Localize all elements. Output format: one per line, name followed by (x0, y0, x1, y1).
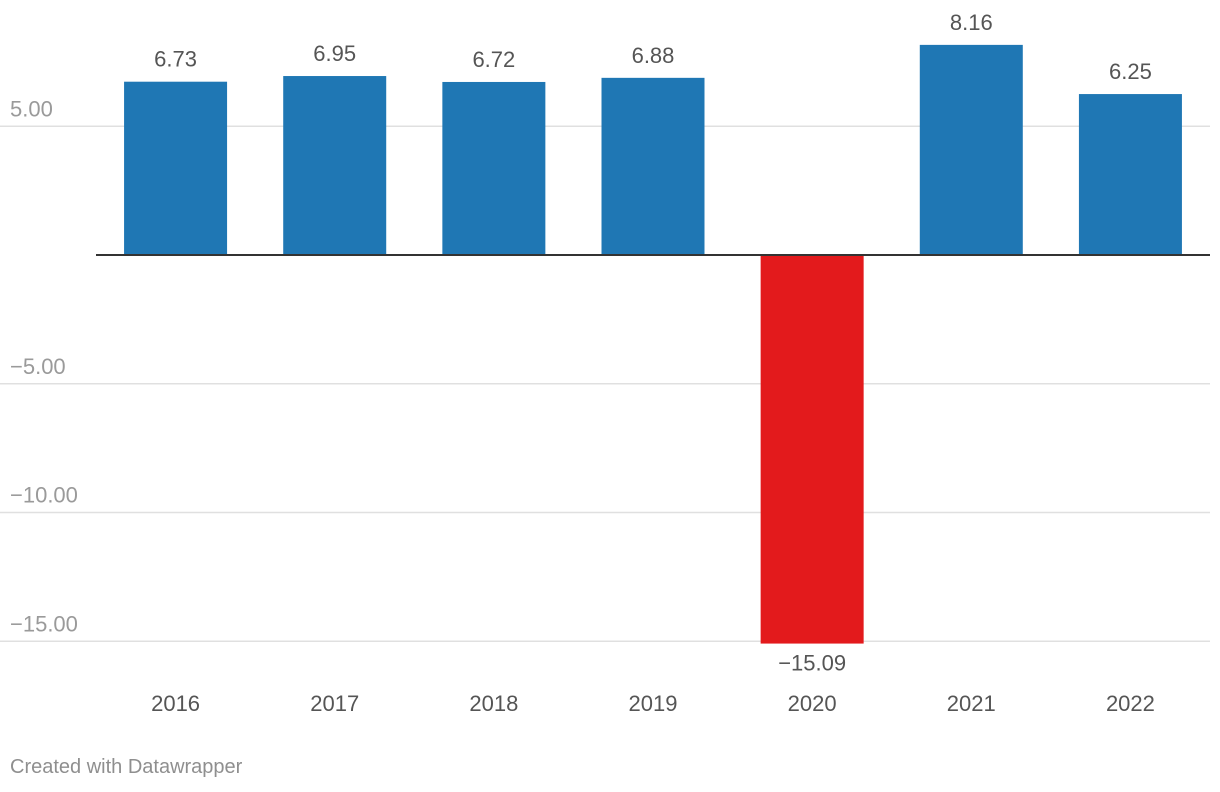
value-label-2018: 6.72 (472, 47, 515, 72)
x-tick-label-2019: 2019 (629, 691, 678, 716)
x-axis-category-labels: 2016 2017 2018 2019 2020 2021 2022 (151, 691, 1155, 716)
x-tick-label-2022: 2022 (1106, 691, 1155, 716)
value-label-2022: 6.25 (1109, 59, 1152, 84)
y-tick-label: −5.00 (10, 354, 66, 379)
y-tick-label: 5.00 (10, 96, 53, 121)
bar-2021 (919, 44, 1023, 255)
y-tick-label: −15.00 (10, 611, 78, 636)
bar-2022 (1078, 94, 1182, 255)
value-label-2020: −15.09 (778, 651, 846, 676)
bars (124, 44, 1182, 644)
value-labels: 6.73 6.95 6.72 6.88 −15.09 8.16 6.25 (154, 10, 1152, 676)
y-axis-tick-labels: 5.00 −5.00 −10.00 −15.00 (10, 96, 78, 636)
y-tick-label: −10.00 (10, 483, 78, 508)
bar-2017 (283, 76, 387, 255)
datawrapper-credit: Created with Datawrapper (10, 756, 243, 778)
x-tick-label-2020: 2020 (788, 691, 837, 716)
bar-chart: 5.00 −5.00 −10.00 −15.00 6.73 6.95 6.72 6.88 −1… (0, 10, 1210, 716)
value-label-2021: 8.16 (950, 10, 993, 35)
value-label-2016: 6.73 (154, 47, 197, 72)
x-tick-label-2016: 2016 (151, 691, 200, 716)
value-label-2017: 6.95 (313, 41, 356, 66)
x-tick-label-2017: 2017 (310, 691, 359, 716)
bar-2018 (442, 81, 546, 256)
bar-2016 (124, 81, 228, 255)
value-label-2019: 6.88 (632, 43, 675, 68)
bar-2019 (601, 77, 705, 255)
x-tick-label-2018: 2018 (469, 691, 518, 716)
bar-2020 (760, 255, 864, 644)
x-tick-label-2021: 2021 (947, 691, 996, 716)
